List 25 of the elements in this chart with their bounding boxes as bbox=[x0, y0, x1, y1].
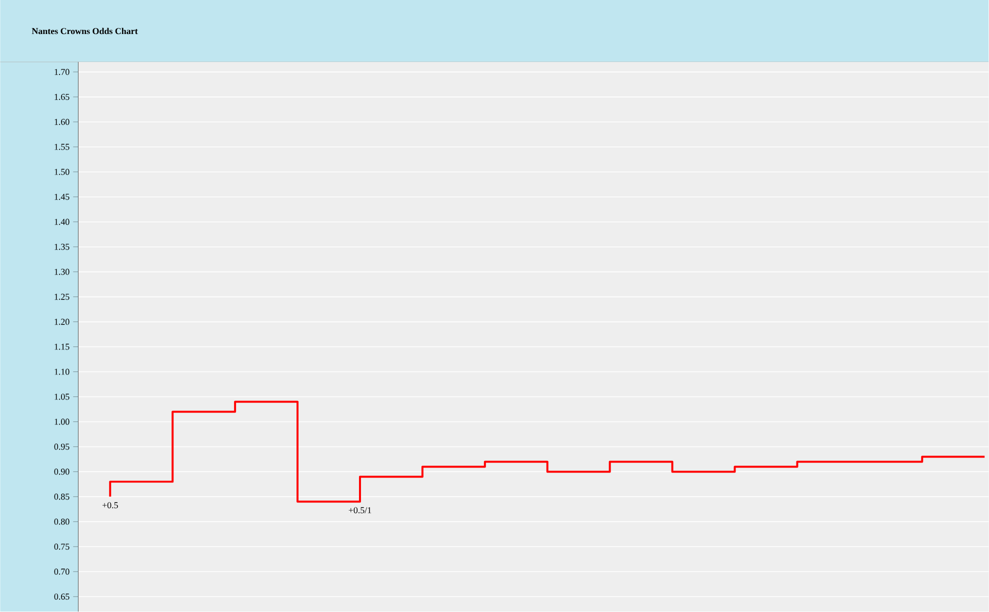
y-tick-label: 0.95 bbox=[54, 444, 70, 450]
y-tick-label: 1.05 bbox=[54, 394, 70, 400]
y-tick-label: 1.40 bbox=[54, 218, 70, 225]
y-tick-label: 1.30 bbox=[54, 268, 70, 275]
y-tick-label: 1.35 bbox=[54, 244, 70, 250]
y-tick-label: 1.60 bbox=[54, 118, 70, 126]
y-tick-label: 1.10 bbox=[54, 368, 70, 375]
y-tick-label: 0.80 bbox=[54, 518, 70, 525]
y-tick-label: 1.70 bbox=[54, 68, 70, 76]
y-tick-label: 0.85 bbox=[54, 494, 70, 500]
annotation: +0.5 bbox=[102, 502, 118, 508]
y-tick-label: 0.70 bbox=[54, 568, 70, 575]
y-tick-label: 0.75 bbox=[54, 544, 70, 550]
y-tick-label: 1.45 bbox=[54, 194, 70, 200]
y-tick-label: 1.25 bbox=[54, 294, 70, 300]
y-tick-label: 1.20 bbox=[54, 318, 70, 325]
annotation: +0.5/1 bbox=[348, 507, 372, 514]
y-tick-label: 1.15 bbox=[54, 344, 70, 350]
y-tick-label: 0.65 bbox=[54, 594, 70, 600]
chart-title: Nantes Crowns Odds Chart bbox=[32, 28, 138, 34]
y-tick-label: 1.00 bbox=[54, 418, 70, 425]
y-tick-label: 1.65 bbox=[54, 94, 70, 100]
y-tick-label: 0.90 bbox=[54, 468, 70, 475]
y-tick-label: 1.50 bbox=[54, 168, 70, 176]
y-tick-label: 1.55 bbox=[54, 144, 70, 150]
